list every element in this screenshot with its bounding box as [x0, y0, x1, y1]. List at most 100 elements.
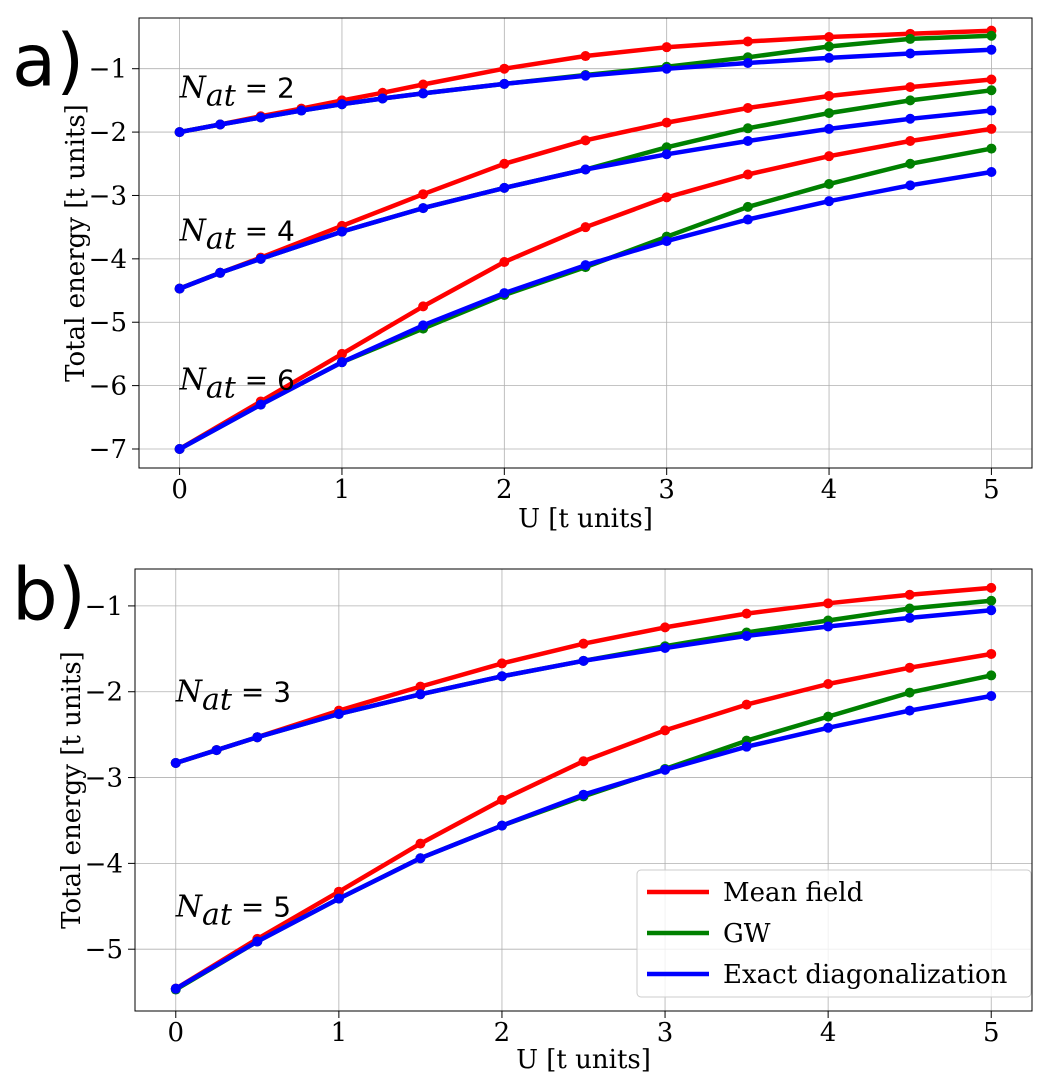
y-tick-label: −1	[89, 55, 127, 85]
data-point	[742, 123, 753, 134]
data-point	[905, 95, 916, 106]
data-point	[578, 756, 589, 767]
x-tick-label: 5	[983, 1018, 1000, 1048]
data-point	[660, 622, 671, 633]
data-point	[824, 52, 835, 63]
series-line-gw	[177, 33, 994, 135]
plot-frame	[134, 568, 1033, 1012]
data-point	[986, 648, 997, 659]
x-tick-label: 5	[983, 475, 1000, 505]
data-point	[578, 789, 589, 800]
data-point	[255, 399, 266, 410]
x-tick-label: 1	[331, 1018, 348, 1048]
data-point	[418, 79, 429, 90]
y-tick-label: −5	[85, 935, 123, 965]
data-point	[904, 687, 915, 698]
data-point	[418, 320, 429, 331]
annotation-label: Nat = 5	[175, 889, 291, 932]
data-point	[215, 267, 226, 278]
data-point	[415, 853, 426, 864]
data-point	[578, 655, 589, 666]
data-point	[904, 589, 915, 600]
data-point	[742, 201, 753, 212]
data-point	[415, 838, 426, 849]
data-point	[252, 732, 263, 743]
data-point	[499, 257, 510, 268]
plot-frame	[138, 17, 1033, 469]
data-point	[823, 598, 834, 609]
data-point	[418, 189, 429, 200]
data-point	[824, 41, 835, 52]
data-point	[742, 58, 753, 68]
data-point	[661, 192, 672, 203]
y-tick-label: −3	[85, 764, 123, 794]
legend-label: Exact diagonalization	[723, 960, 1008, 990]
data-point	[742, 135, 753, 146]
data-point	[418, 88, 429, 99]
data-point	[333, 709, 344, 720]
y-tick-label: −4	[89, 245, 127, 275]
data-point	[660, 642, 671, 653]
panel-b-chart: b) 0 1 2 3 4 5 −5 −4 −3 −2 −1 U [t units] Total energ…	[12, 553, 1033, 1075]
series-line-exact-diagonalization	[177, 47, 994, 135]
data-point	[986, 605, 997, 616]
panel-label: b)	[12, 553, 86, 637]
data-point	[499, 158, 510, 169]
data-point	[496, 820, 507, 831]
data-point	[336, 99, 347, 110]
y-tick-label: −2	[85, 678, 123, 708]
annotation-label: Nat = 6	[179, 362, 295, 405]
data-point	[660, 764, 671, 775]
x-tick-label: 4	[821, 475, 838, 505]
data-point	[823, 711, 834, 722]
data-point	[905, 33, 916, 44]
data-point	[174, 443, 185, 454]
data-point	[824, 123, 835, 134]
data-point	[741, 741, 752, 752]
data-point	[824, 108, 835, 119]
series-line-exact-diagonalization	[173, 607, 994, 766]
data-point	[499, 63, 510, 74]
data-point	[823, 722, 834, 733]
data-point	[905, 82, 916, 93]
data-point	[580, 135, 591, 146]
data-point	[170, 983, 181, 994]
data-point	[415, 689, 426, 700]
data-point	[905, 113, 916, 124]
data-point	[986, 123, 997, 134]
data-point	[986, 691, 997, 702]
data-point	[905, 158, 916, 169]
x-tick-label: 0	[171, 475, 188, 505]
x-tick-label: 0	[167, 1018, 184, 1048]
x-tick-label: 3	[658, 475, 675, 505]
y-tick-label: −2	[89, 118, 127, 148]
panel-a-chart: a) 0 1 2 3 4 5 −7 −6 −5 −4 −3 −2 −1 U [t units] Total e…	[12, 17, 1033, 534]
data-point	[742, 214, 753, 225]
data-point	[418, 301, 429, 312]
data-point	[986, 105, 997, 116]
data-point	[905, 135, 916, 146]
data-point	[580, 260, 591, 271]
legend-label: GW	[723, 919, 771, 949]
data-point	[904, 612, 915, 623]
data-point	[661, 236, 672, 247]
legend-box	[636, 869, 1032, 998]
legend-label: Mean field	[723, 878, 863, 908]
data-point	[255, 253, 266, 264]
data-point	[174, 283, 185, 294]
data-point	[661, 42, 672, 53]
data-point	[580, 70, 591, 81]
data-point	[741, 699, 752, 710]
x-axis-label: U [t units]	[518, 504, 653, 534]
data-point	[986, 167, 997, 178]
data-point	[904, 662, 915, 673]
series-line-mean-field	[177, 126, 994, 452]
data-point	[496, 658, 507, 669]
data-point	[336, 348, 347, 359]
series-line-exact-diagonalization	[177, 169, 994, 452]
annotation-label: Nat = 3	[175, 675, 291, 718]
x-tick-label: 2	[496, 475, 513, 505]
annotation-label: Nat = 2	[179, 71, 295, 114]
data-point	[824, 90, 835, 101]
data-point	[661, 63, 672, 74]
